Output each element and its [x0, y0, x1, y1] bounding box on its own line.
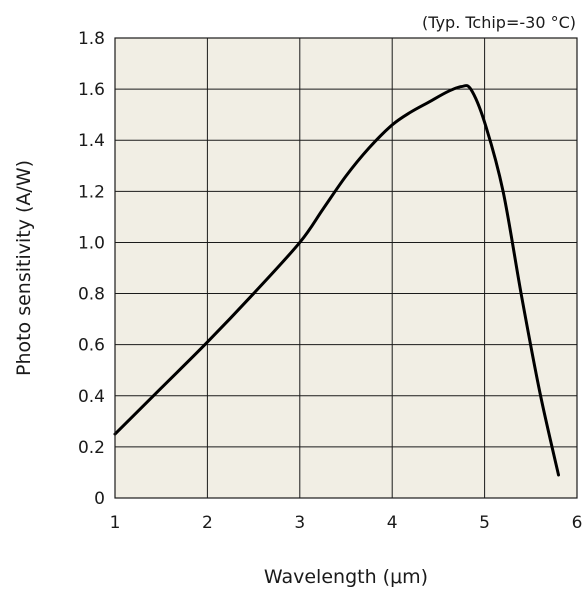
x-tick-label: 5 — [479, 513, 490, 533]
x-tick-label: 1 — [110, 513, 121, 533]
y-tick-label: 1.8 — [78, 29, 105, 49]
y-tick-label: 1.2 — [78, 182, 105, 202]
y-tick-label: 0.2 — [78, 438, 105, 458]
x-tick-label: 3 — [294, 513, 305, 533]
y-tick-label: 0.4 — [78, 387, 105, 407]
y-axis-title: Photo sensitivity (A/W) — [13, 160, 35, 376]
y-tick-label: 1.0 — [78, 233, 105, 253]
series-line-0 — [113, 84, 561, 477]
y-tick-labels: 0 0.2 0.4 0.6 0.8 1.0 1.2 1.4 1.6 1.8 — [78, 29, 105, 509]
y-tick-label: 0.6 — [78, 336, 105, 356]
y-tick-label: 0.8 — [78, 285, 105, 305]
chart-annotation: (Typ. Tchip=-30 °C) — [422, 13, 576, 32]
x-tick-label: 6 — [572, 513, 583, 533]
y-tick-label: 1.6 — [78, 80, 105, 100]
y-tick-label: 0 — [94, 489, 105, 509]
y-tick-label: 1.4 — [78, 131, 105, 151]
plot-frame — [114, 37, 578, 499]
series-group — [113, 84, 561, 477]
plot-area — [115, 38, 577, 498]
x-tick-label: 2 — [202, 513, 213, 533]
x-tick-labels: 1 2 3 4 5 6 — [110, 513, 583, 533]
x-tick-label: 4 — [387, 513, 398, 533]
x-axis-title: Wavelength (μm) — [264, 566, 428, 588]
grid-lines — [115, 38, 577, 498]
